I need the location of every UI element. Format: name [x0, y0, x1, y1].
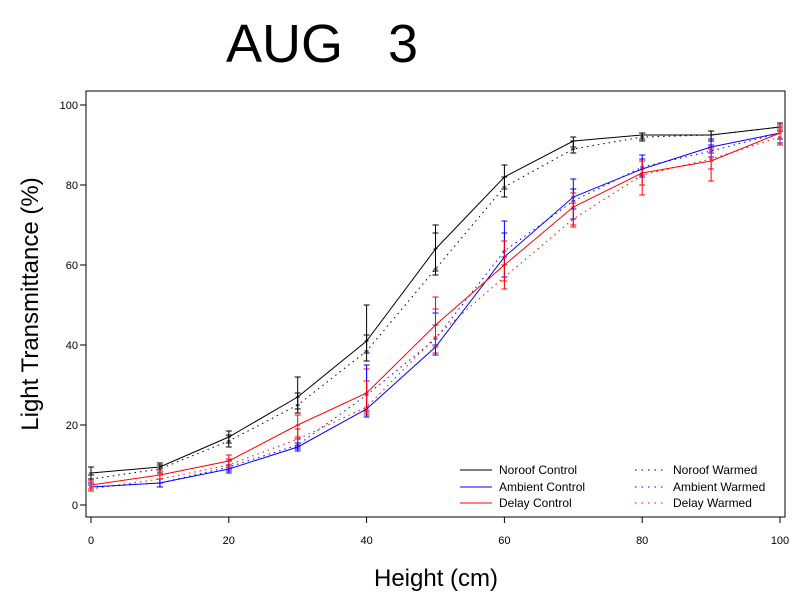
error-bar	[88, 480, 94, 490]
error-bar	[432, 224, 439, 272]
x-tick-label: 0	[88, 535, 94, 547]
y-tick-label: 80	[66, 180, 78, 192]
error-bar	[88, 466, 94, 480]
error-bar	[294, 442, 301, 452]
legend-label: Noroof Warmed	[673, 463, 757, 477]
y-tick-label: 100	[60, 100, 78, 112]
legend-item: Noroof Control	[460, 463, 577, 477]
y-tick-label: 40	[66, 340, 78, 352]
error-bar	[777, 124, 783, 146]
series-layer	[88, 122, 783, 492]
legend: Noroof Control Ambient Control Delay Contr…	[460, 463, 765, 510]
error-bar	[639, 132, 646, 140]
y-axis-label: Light Transmittance (%)	[17, 177, 44, 430]
legend-item: Delay Warmed	[635, 496, 752, 510]
error-bar	[294, 376, 301, 410]
x-tick-label: 20	[223, 535, 235, 547]
x-axis-ticks: 0 20 40 60 80 100	[88, 517, 789, 547]
error-bar	[639, 160, 646, 186]
series-delay-control	[88, 124, 783, 490]
legend-item: Ambient Warmed	[635, 480, 765, 494]
legend-label: Noroof Control	[499, 463, 577, 477]
error-bar	[432, 296, 439, 348]
x-tick-label: 60	[498, 535, 510, 547]
error-bar	[501, 240, 508, 282]
error-bar	[294, 414, 301, 438]
x-tick-label: 100	[771, 535, 789, 547]
x-tick-label: 40	[360, 535, 372, 547]
error-bar	[708, 148, 715, 170]
legend-label: Delay Warmed	[673, 496, 752, 510]
legend-item: Noroof Warmed	[635, 463, 757, 477]
error-bar	[363, 380, 370, 414]
error-bar	[570, 136, 577, 148]
x-tick-label: 80	[636, 535, 648, 547]
legend-item: Ambient Control	[460, 480, 585, 494]
legend-label: Ambient Control	[499, 480, 585, 494]
error-bar	[501, 164, 508, 190]
series-noroof-control	[88, 124, 783, 480]
y-tick-label: 0	[72, 500, 78, 512]
error-bar	[363, 304, 370, 354]
y-tick-label: 60	[66, 260, 78, 272]
legend-label: Ambient Warmed	[673, 480, 765, 494]
error-bar	[225, 430, 232, 444]
legend-label: Delay Control	[499, 496, 572, 510]
y-tick-label: 20	[66, 420, 78, 432]
error-bar	[156, 470, 163, 480]
legend-item: Delay Control	[460, 496, 572, 510]
plot-frame	[85, 90, 786, 518]
x-axis-label: Height (cm)	[374, 565, 498, 592]
chart-title: AUG 3	[226, 14, 418, 74]
y-axis-ticks: 0 20 40 60 80 100	[60, 100, 86, 512]
error-bar	[225, 454, 232, 468]
series-line	[90, 136, 781, 490]
error-bar	[570, 192, 577, 226]
